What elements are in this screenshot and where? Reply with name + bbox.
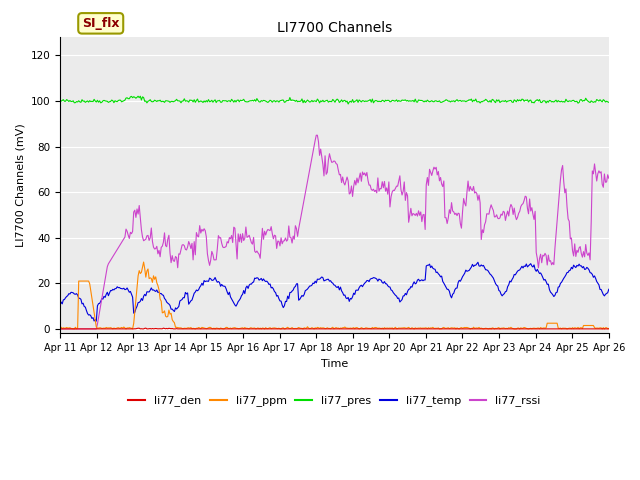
li77_rssi bbox=[605, 175, 612, 181]
Y-axis label: LI7700 Channels (mV): LI7700 Channels (mV) bbox=[15, 123, 25, 247]
li77_den bbox=[321, 326, 329, 332]
li77_temp bbox=[384, 283, 392, 288]
li77_ppm bbox=[355, 326, 363, 332]
Line: li77_temp: li77_temp bbox=[60, 262, 609, 321]
Line: li77_ppm: li77_ppm bbox=[60, 262, 609, 329]
li77_temp bbox=[93, 318, 100, 324]
li77_temp bbox=[474, 259, 482, 265]
li77_den bbox=[318, 326, 326, 332]
li77_ppm bbox=[319, 325, 326, 331]
li77_ppm bbox=[385, 325, 393, 331]
li77_den bbox=[142, 325, 150, 331]
li77_temp bbox=[605, 287, 612, 292]
li77_rssi bbox=[384, 192, 392, 197]
li77_temp bbox=[321, 277, 329, 283]
li77_den bbox=[354, 326, 362, 332]
X-axis label: Time: Time bbox=[321, 359, 348, 369]
li77_pres bbox=[56, 98, 64, 104]
li77_den bbox=[593, 326, 600, 332]
li77_rssi bbox=[56, 326, 64, 332]
Line: li77_den: li77_den bbox=[60, 328, 609, 329]
li77_den bbox=[56, 326, 64, 332]
Title: LI7700 Channels: LI7700 Channels bbox=[276, 21, 392, 35]
li77_temp bbox=[508, 276, 516, 282]
li77_temp bbox=[594, 280, 602, 286]
Line: li77_rssi: li77_rssi bbox=[60, 135, 609, 329]
li77_rssi bbox=[354, 180, 362, 186]
li77_temp bbox=[318, 274, 326, 280]
li77_pres bbox=[344, 101, 352, 107]
li77_pres bbox=[321, 98, 329, 104]
li77_pres bbox=[318, 99, 326, 105]
li77_pres bbox=[355, 97, 363, 103]
li77_den bbox=[384, 326, 392, 332]
Legend: li77_den, li77_ppm, li77_pres, li77_temp, li77_rssi: li77_den, li77_ppm, li77_pres, li77_temp… bbox=[124, 391, 545, 411]
li77_ppm bbox=[594, 325, 602, 331]
li77_rssi bbox=[321, 153, 329, 159]
li77_pres bbox=[385, 97, 393, 103]
li77_pres bbox=[508, 99, 516, 105]
Text: SI_flx: SI_flx bbox=[82, 17, 120, 30]
li77_ppm bbox=[605, 325, 612, 331]
li77_pres bbox=[605, 99, 612, 105]
li77_rssi bbox=[318, 154, 326, 159]
li77_pres bbox=[594, 97, 602, 103]
li77_temp bbox=[354, 288, 362, 293]
li77_ppm bbox=[508, 325, 516, 331]
li77_ppm bbox=[56, 325, 64, 331]
li77_den bbox=[507, 326, 515, 332]
li77_ppm bbox=[140, 259, 147, 265]
li77_ppm bbox=[70, 326, 78, 332]
li77_rssi bbox=[507, 202, 515, 207]
li77_den bbox=[605, 326, 612, 332]
Line: li77_pres: li77_pres bbox=[60, 96, 609, 104]
li77_pres bbox=[136, 93, 144, 99]
li77_ppm bbox=[323, 325, 330, 331]
li77_temp bbox=[56, 302, 64, 308]
li77_rssi bbox=[593, 178, 600, 184]
li77_rssi bbox=[312, 132, 320, 138]
